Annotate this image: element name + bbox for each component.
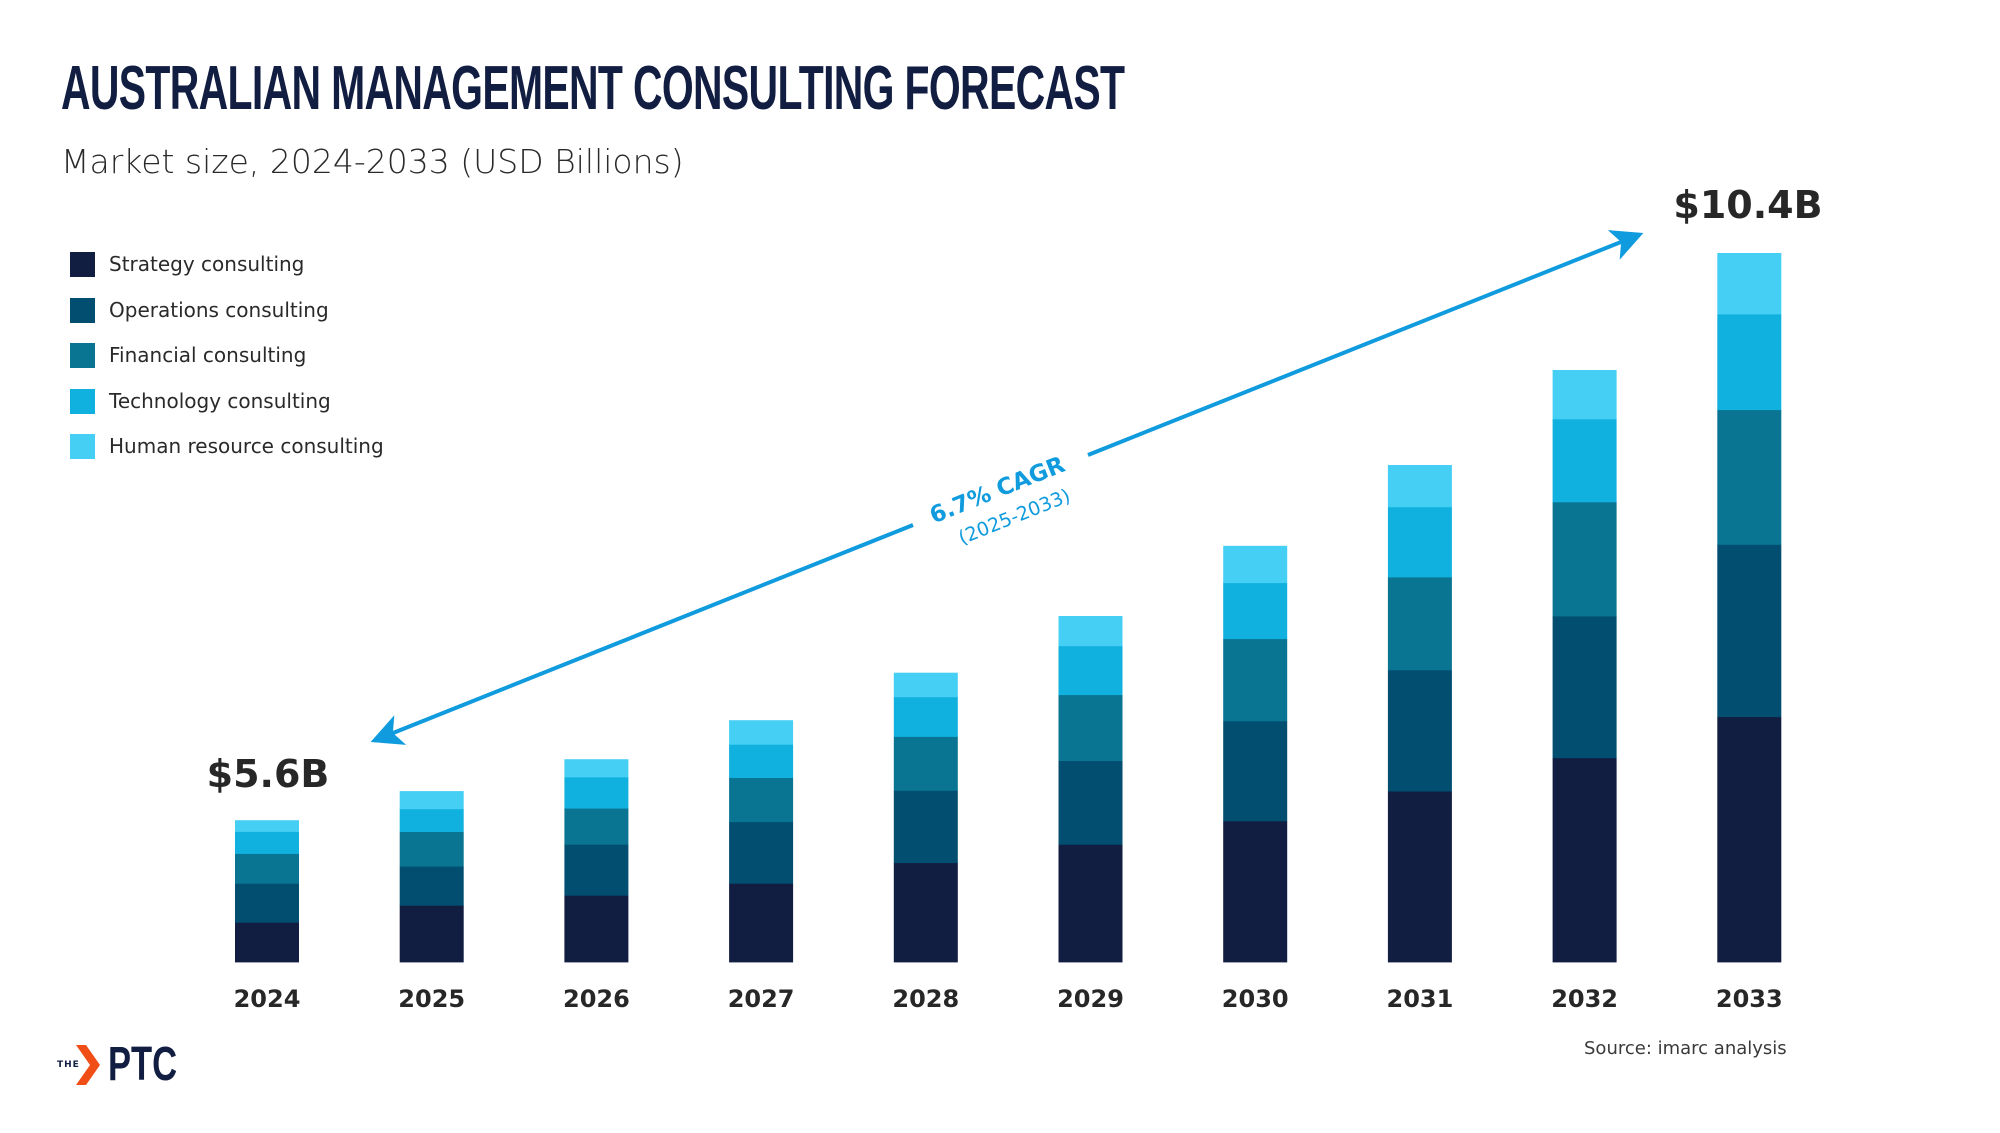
legend-label: Strategy consulting <box>109 252 305 276</box>
bar-segment-strategy-consulting-2027 <box>729 883 794 963</box>
bar-segment-financial-consulting-2025 <box>399 831 464 867</box>
bar-segment-financial-consulting-2033 <box>1717 409 1782 545</box>
chevron-right-icon <box>76 1045 100 1085</box>
bar-segment-operations-consulting-2026 <box>564 844 629 896</box>
legend-label: Technology consulting <box>109 388 331 413</box>
legend-label: Human resource consulting <box>109 434 384 458</box>
bar-segment-financial-consulting-2027 <box>729 777 794 823</box>
bar-segment-technology-consulting-2031 <box>1387 506 1452 578</box>
bar-segment-financial-consulting-2032 <box>1552 501 1617 617</box>
bar-segment-operations-consulting-2031 <box>1387 669 1452 792</box>
x-tick-label-2028: 2028 <box>892 985 959 1013</box>
chart-title: AUSTRALIAN MANAGEMENT CONSULTING FORECAS… <box>61 54 1125 123</box>
bar-segment-operations-consulting-2032 <box>1552 616 1617 759</box>
bar-2025 <box>399 791 464 963</box>
bar-segment-technology-consulting-2028 <box>893 696 958 737</box>
bar-segment-technology-consulting-2029 <box>1058 645 1123 696</box>
bar-segment-operations-consulting-2024 <box>235 883 299 923</box>
cagr-annotation: 6.7% CAGR (2025-2033) <box>926 452 1073 549</box>
legend-label: Operations consulting <box>109 297 329 322</box>
x-tick-label-2027: 2027 <box>728 985 795 1013</box>
bar-segment-strategy-consulting-2032 <box>1552 757 1617 963</box>
bar-segment-operations-consulting-2029 <box>1058 760 1123 845</box>
bar-segment-human-resource-consulting-2028 <box>893 672 958 698</box>
bar-2027 <box>729 720 794 963</box>
x-tick-label-2030: 2030 <box>1222 985 1289 1013</box>
bar-segment-human-resource-consulting-2024 <box>235 820 299 832</box>
bar-segment-technology-consulting-2027 <box>729 744 794 778</box>
bar-2028 <box>893 672 958 963</box>
bar-segment-strategy-consulting-2025 <box>399 905 464 963</box>
x-tick-label-2024: 2024 <box>234 985 301 1013</box>
bar-2026 <box>564 759 629 963</box>
bars-group <box>235 253 1782 963</box>
cagr-arrow <box>370 230 1644 745</box>
legend-label: Financial consulting <box>109 343 307 367</box>
bar-segment-financial-consulting-2028 <box>893 736 958 791</box>
bar-segment-technology-consulting-2024 <box>235 831 299 854</box>
bar-2029 <box>1058 616 1123 963</box>
source-note: Source: imarc analysis <box>1584 1038 1787 1059</box>
bar-2031 <box>1387 465 1452 963</box>
logo-prefix: THE <box>57 1060 80 1070</box>
bar-segment-human-resource-consulting-2025 <box>399 791 464 810</box>
bar-segment-financial-consulting-2026 <box>564 808 629 845</box>
chart-subtitle: Market size, 2024-2033 (USD Billions) <box>61 142 684 181</box>
cagr-arrow-lower-segment <box>370 523 914 745</box>
bar-segment-technology-consulting-2030 <box>1223 582 1288 640</box>
bar-segment-operations-consulting-2025 <box>399 866 464 906</box>
bar-segment-financial-consulting-2029 <box>1058 694 1123 761</box>
start-total-label: $5.6B <box>207 752 330 796</box>
bar-segment-strategy-consulting-2024 <box>235 922 299 963</box>
legend-swatch-technology <box>70 388 95 414</box>
bar-2033 <box>1717 253 1782 963</box>
logo-text: PTC <box>108 1038 178 1091</box>
x-tick-label-2025: 2025 <box>398 985 465 1013</box>
bar-segment-strategy-consulting-2029 <box>1058 844 1123 963</box>
bar-segment-strategy-consulting-2031 <box>1387 791 1452 963</box>
x-tick-label-2031: 2031 <box>1387 985 1454 1013</box>
bar-segment-human-resource-consulting-2030 <box>1223 545 1288 584</box>
legend-swatch-operations <box>70 297 95 323</box>
bar-segment-financial-consulting-2024 <box>235 853 299 884</box>
ptc-logo: THE PTC <box>57 1041 187 1089</box>
bar-segment-operations-consulting-2027 <box>729 821 794 884</box>
bar-2024 <box>235 820 299 963</box>
bar-segment-operations-consulting-2033 <box>1717 544 1782 718</box>
legend-swatch-financial <box>70 343 95 368</box>
bar-segment-financial-consulting-2030 <box>1223 638 1288 722</box>
bar-segment-strategy-consulting-2026 <box>564 895 629 963</box>
bar-segment-strategy-consulting-2028 <box>893 862 958 963</box>
bar-2032 <box>1552 370 1617 963</box>
bar-segment-human-resource-consulting-2031 <box>1387 465 1452 508</box>
bar-segment-human-resource-consulting-2029 <box>1058 616 1123 647</box>
bar-segment-strategy-consulting-2033 <box>1717 716 1782 963</box>
x-tick-label-2029: 2029 <box>1057 985 1124 1013</box>
bar-segment-strategy-consulting-2030 <box>1223 820 1288 963</box>
bar-segment-operations-consulting-2030 <box>1223 720 1288 822</box>
bar-segment-technology-consulting-2025 <box>399 808 464 832</box>
bar-segment-operations-consulting-2028 <box>893 790 958 864</box>
bar-segment-technology-consulting-2033 <box>1717 314 1782 411</box>
bar-segment-human-resource-consulting-2033 <box>1717 253 1782 315</box>
bar-segment-human-resource-consulting-2026 <box>564 759 629 778</box>
cagr-arrow-upper-segment <box>1087 230 1644 457</box>
legend-swatch-human-resource <box>70 434 95 459</box>
bar-segment-technology-consulting-2032 <box>1552 418 1617 503</box>
x-tick-label-2032: 2032 <box>1551 985 1618 1013</box>
bar-segment-human-resource-consulting-2027 <box>729 720 794 745</box>
bar-segment-technology-consulting-2026 <box>564 777 629 809</box>
legend-swatch-strategy <box>70 252 95 277</box>
bar-segment-financial-consulting-2031 <box>1387 577 1452 671</box>
x-tick-label-2026: 2026 <box>563 985 630 1013</box>
x-axis-labels: 2024 2025 2026 2027 2028 2029 2030 2031 2032 2033 <box>234 985 1783 1013</box>
bar-segment-human-resource-consulting-2032 <box>1552 370 1617 420</box>
end-total-label: $10.4B <box>1673 183 1822 227</box>
bar-2030 <box>1223 545 1288 963</box>
x-tick-label-2033: 2033 <box>1716 985 1783 1013</box>
